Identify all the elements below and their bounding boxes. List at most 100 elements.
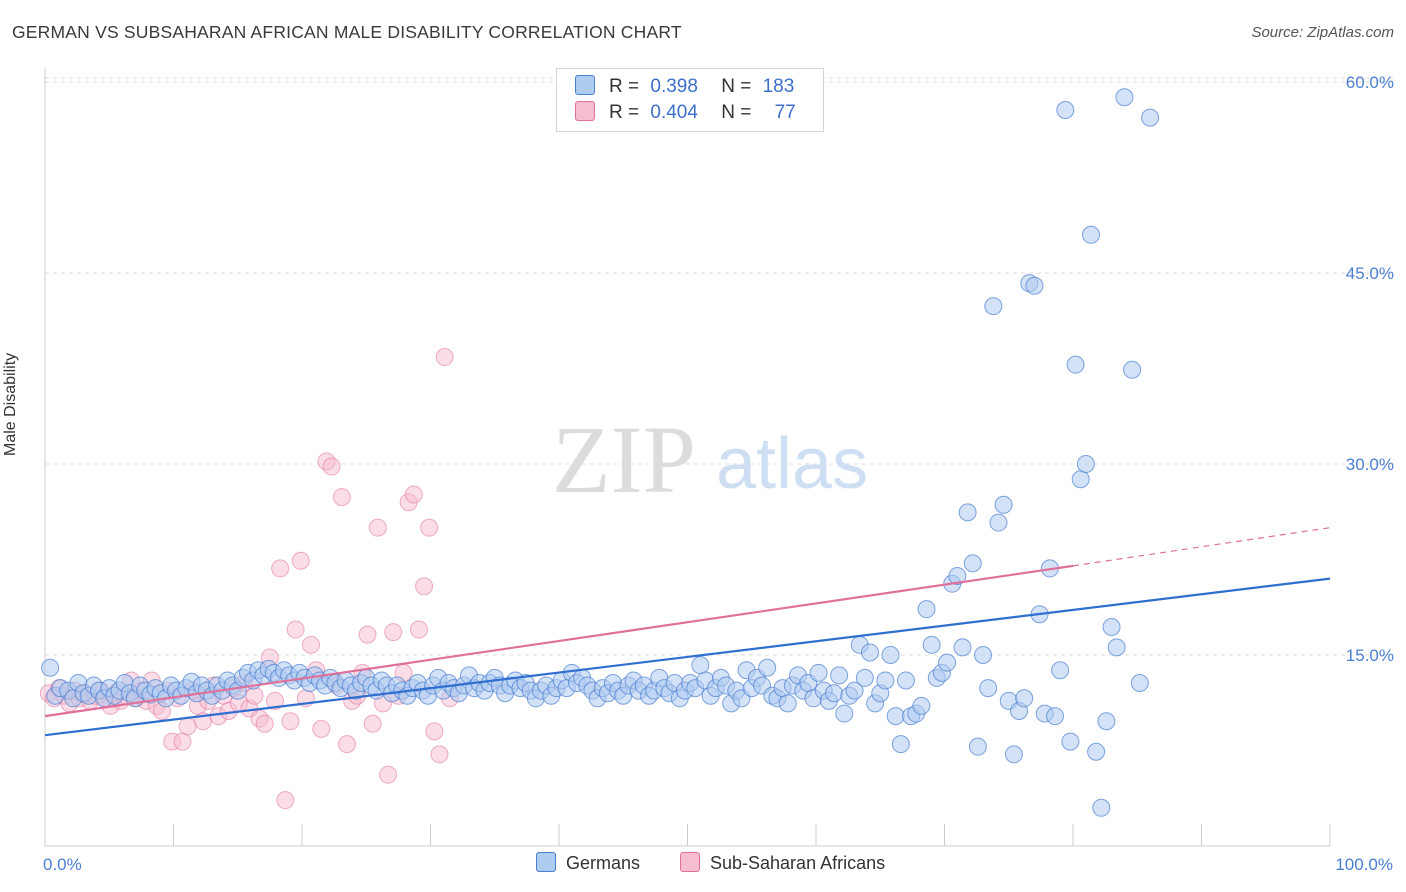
data-point-germans (1102, 617, 1121, 636)
legend-label-germans: Germans (566, 853, 641, 873)
legend-label-africans: Sub-Saharan Africans (710, 853, 886, 873)
trend-line-africans (44, 564, 1074, 718)
data-point-germans (1025, 276, 1044, 295)
legend-swatch-germans (536, 852, 556, 872)
data-point-germans (860, 643, 879, 662)
data-point-germans (1107, 638, 1126, 657)
data-point-germans (953, 638, 972, 657)
data-point-germans (984, 297, 1003, 316)
data-point-germans (1071, 470, 1090, 489)
data-point-germans (1061, 732, 1080, 751)
data-point-germans (1115, 88, 1134, 107)
legend-swatch-africans (680, 852, 700, 872)
data-point-germans (1141, 108, 1160, 127)
data-point-germans (938, 653, 957, 672)
data-point-africans (404, 485, 423, 504)
data-point-germans (1051, 661, 1070, 680)
data-point-germans (963, 554, 982, 573)
data-point-africans (420, 518, 439, 537)
legend-item-africans[interactable]: Sub-Saharan Africans (680, 852, 885, 874)
series-legend: Germans Sub-Saharan Africans (0, 852, 1406, 876)
data-point-germans (778, 694, 797, 713)
data-point-germans (1056, 101, 1075, 120)
data-point-africans (322, 457, 341, 476)
data-point-africans (291, 551, 310, 570)
legend-n-value-germans: 183 (762, 76, 795, 97)
data-point-africans (281, 712, 300, 731)
data-point-germans (1092, 798, 1111, 817)
data-point-germans (845, 681, 864, 700)
data-point-africans (301, 635, 320, 654)
legend-n-label: N = (721, 102, 752, 123)
data-point-germans (917, 600, 936, 619)
legend-r-label: R = (609, 102, 640, 123)
data-point-africans (358, 625, 377, 644)
data-point-africans (425, 722, 444, 741)
legend-row-africans: R = 0.404 N = 77 (575, 101, 796, 125)
data-point-africans (332, 488, 351, 507)
data-point-africans (255, 714, 274, 733)
data-point-germans (1066, 355, 1085, 374)
correlation-legend: R = 0.398 N = 183 R = 0.404 N = 77 (556, 68, 824, 132)
data-point-africans (368, 518, 387, 537)
data-point-germans (1097, 712, 1116, 731)
data-point-germans (835, 704, 854, 723)
legend-swatch-germans (575, 75, 595, 95)
data-point-germans (1087, 742, 1106, 761)
data-point-africans (379, 765, 398, 784)
legend-n-label: N = (721, 76, 752, 97)
data-point-germans (1004, 745, 1023, 764)
data-point-germans (968, 737, 987, 756)
legend-n-value-africans: 77 (774, 102, 796, 123)
legend-r-label: R = (609, 76, 640, 97)
data-point-germans (979, 679, 998, 698)
data-point-germans (974, 646, 993, 664)
data-point-germans (912, 696, 931, 715)
data-point-germans (948, 567, 967, 586)
data-point-germans (691, 656, 710, 675)
x-tick-label: 100.0% (1335, 855, 1393, 874)
trend-line-africans-extension (1072, 527, 1331, 567)
data-point-germans (886, 707, 905, 726)
data-point-germans (1076, 455, 1095, 473)
data-point-africans (245, 686, 264, 705)
data-point-africans (363, 714, 382, 733)
legend-item-germans[interactable]: Germans (536, 852, 640, 874)
legend-r-value-africans: 0.404 (650, 102, 698, 123)
data-point-germans (1130, 674, 1149, 693)
series-sub-saharan-africans (39, 348, 459, 810)
data-point-africans (435, 348, 454, 367)
data-point-africans (276, 791, 295, 810)
data-point-germans (891, 735, 910, 754)
source-label: Source: ZipAtlas.com (1251, 24, 1394, 41)
y-tick-label: 45.0% (1346, 264, 1394, 283)
legend-r-value-germans: 0.398 (650, 76, 698, 97)
chart-title: GERMAN VS SUBSAHARAN AFRICAN MALE DISABI… (12, 22, 682, 42)
data-point-africans (178, 717, 197, 736)
tick-labels: 15.0% 30.0% 45.0% 60.0% 0.0% 100.0% (43, 73, 1394, 874)
data-point-africans (286, 620, 305, 639)
data-point-germans (958, 503, 977, 522)
x-tick-label: 0.0% (43, 855, 82, 874)
data-point-africans (312, 719, 331, 738)
axes (44, 68, 1331, 847)
legend-swatch-africans (575, 101, 595, 121)
data-point-germans (989, 513, 1008, 532)
data-point-africans (384, 623, 403, 642)
y-tick-label: 15.0% (1346, 646, 1394, 665)
data-point-germans (896, 671, 915, 690)
data-point-germans (830, 666, 849, 685)
data-point-germans (855, 668, 874, 687)
data-point-africans (271, 559, 290, 578)
data-point-germans (994, 495, 1013, 514)
watermark-atlas: atlas (716, 424, 868, 504)
data-point-africans (173, 732, 192, 751)
data-point-africans (337, 735, 356, 754)
trend-lines (44, 527, 1331, 737)
data-point-africans (409, 620, 428, 639)
data-point-germans (1046, 707, 1065, 726)
data-point-africans (266, 691, 285, 710)
data-point-germans (881, 646, 900, 664)
data-point-germans (41, 658, 60, 677)
